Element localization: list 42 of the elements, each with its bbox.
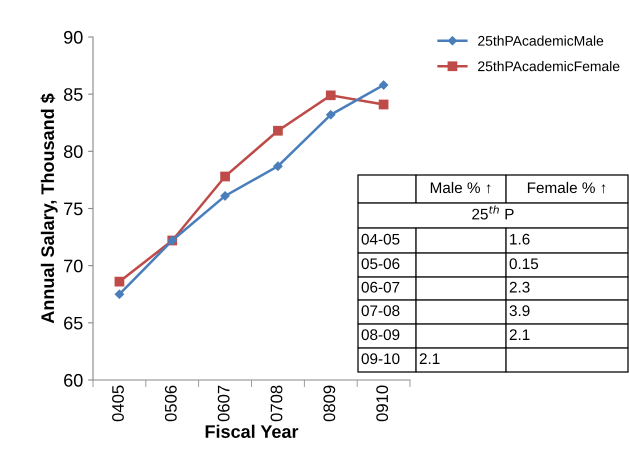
annotation: 09-10 [362,353,400,364]
point [378,100,388,110]
x-axis-title: Fiscal Year [206,424,298,438]
text: 1.6 [510,234,530,245]
text: 25$^{th}$ P [472,205,514,220]
annotation: 06-07 [362,282,400,293]
text: 2.1 [510,329,530,340]
text: 2.1 [420,353,440,364]
point [114,290,124,299]
annotation: 04-05 [362,234,400,245]
point [326,90,336,100]
point [273,126,283,136]
x-tick-label: 0708 [270,386,282,422]
x-tick-label: 0405 [112,386,124,422]
y-tick-label: 75 [64,202,83,216]
point [378,80,388,90]
text: Male % ↑ [430,182,490,194]
text: Female % ↑ [528,182,606,194]
x-tick-label: 0607 [218,386,230,422]
x-tick-label: 0910 [376,386,388,422]
y-tick-label: 80 [64,145,83,158]
annotation: 08-09 [362,329,400,340]
y-tick-label: 85 [64,88,83,101]
point [114,276,124,287]
annotation: 05-06 [362,258,400,270]
point [220,191,230,201]
text: 3.9 [510,305,530,316]
y-tick-label: 60 [64,374,83,387]
point [273,162,283,171]
text: 2.3 [510,282,530,293]
point [326,110,336,120]
y-tick-label: 70 [64,260,83,272]
legend-label: 25thPAcademicMale [478,36,604,46]
x-tick-label: 0809 [323,386,336,422]
legend-label: 25thPAcademicFemale [478,61,620,72]
y-tick-label: 90 [64,30,83,44]
x-tick-label: 0506 [164,386,177,422]
annotation: 07-08 [362,305,400,316]
y-tick-label: 65 [64,316,83,330]
y-axis-title: Annual Salary, Thousand $ [40,94,58,324]
text: 0.15 [510,258,538,270]
point [220,172,230,182]
